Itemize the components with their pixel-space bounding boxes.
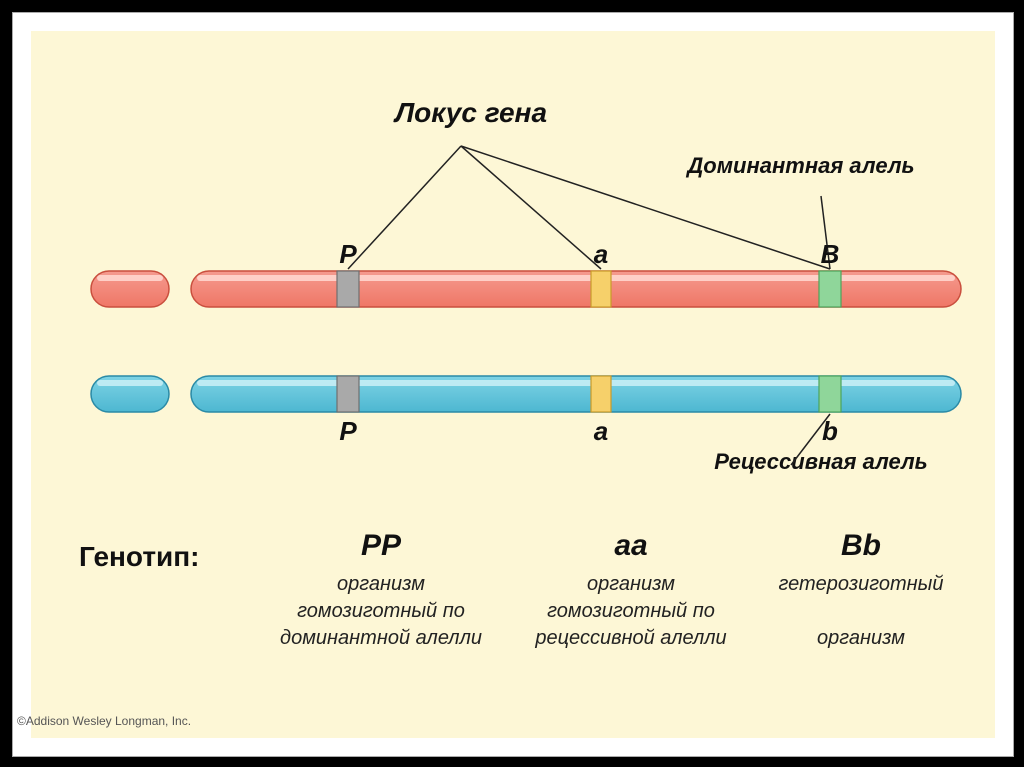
genotype-body-2: гетерозиготныйорганизм: [751, 571, 971, 652]
genotype-head-0: PP: [281, 529, 481, 563]
credit-line: ©Addison Wesley Longman, Inc.: [17, 714, 191, 728]
genotype-body-1: организм гомозиготный по рецессивной але…: [521, 571, 741, 652]
locus-letter-top-2: B: [815, 239, 845, 270]
genotype-head-1: aa: [531, 529, 731, 563]
locus-letter-top-1: a: [586, 239, 616, 270]
outer-frame: Локус гена Доминантная алель Рецессивная…: [12, 12, 1014, 757]
diagram-panel: Локус гена Доминантная алель Рецессивная…: [31, 31, 995, 738]
locus-letter-bot-0: P: [333, 416, 363, 447]
locus-letter-bot-1: a: [586, 416, 616, 447]
genotype-body-0: организм гомозиготный по доминантной але…: [271, 571, 491, 652]
locus-letter-bot-2: b: [815, 416, 845, 447]
locus-letter-top-0: P: [333, 239, 363, 270]
genotype-head-2: Bb: [761, 529, 961, 563]
